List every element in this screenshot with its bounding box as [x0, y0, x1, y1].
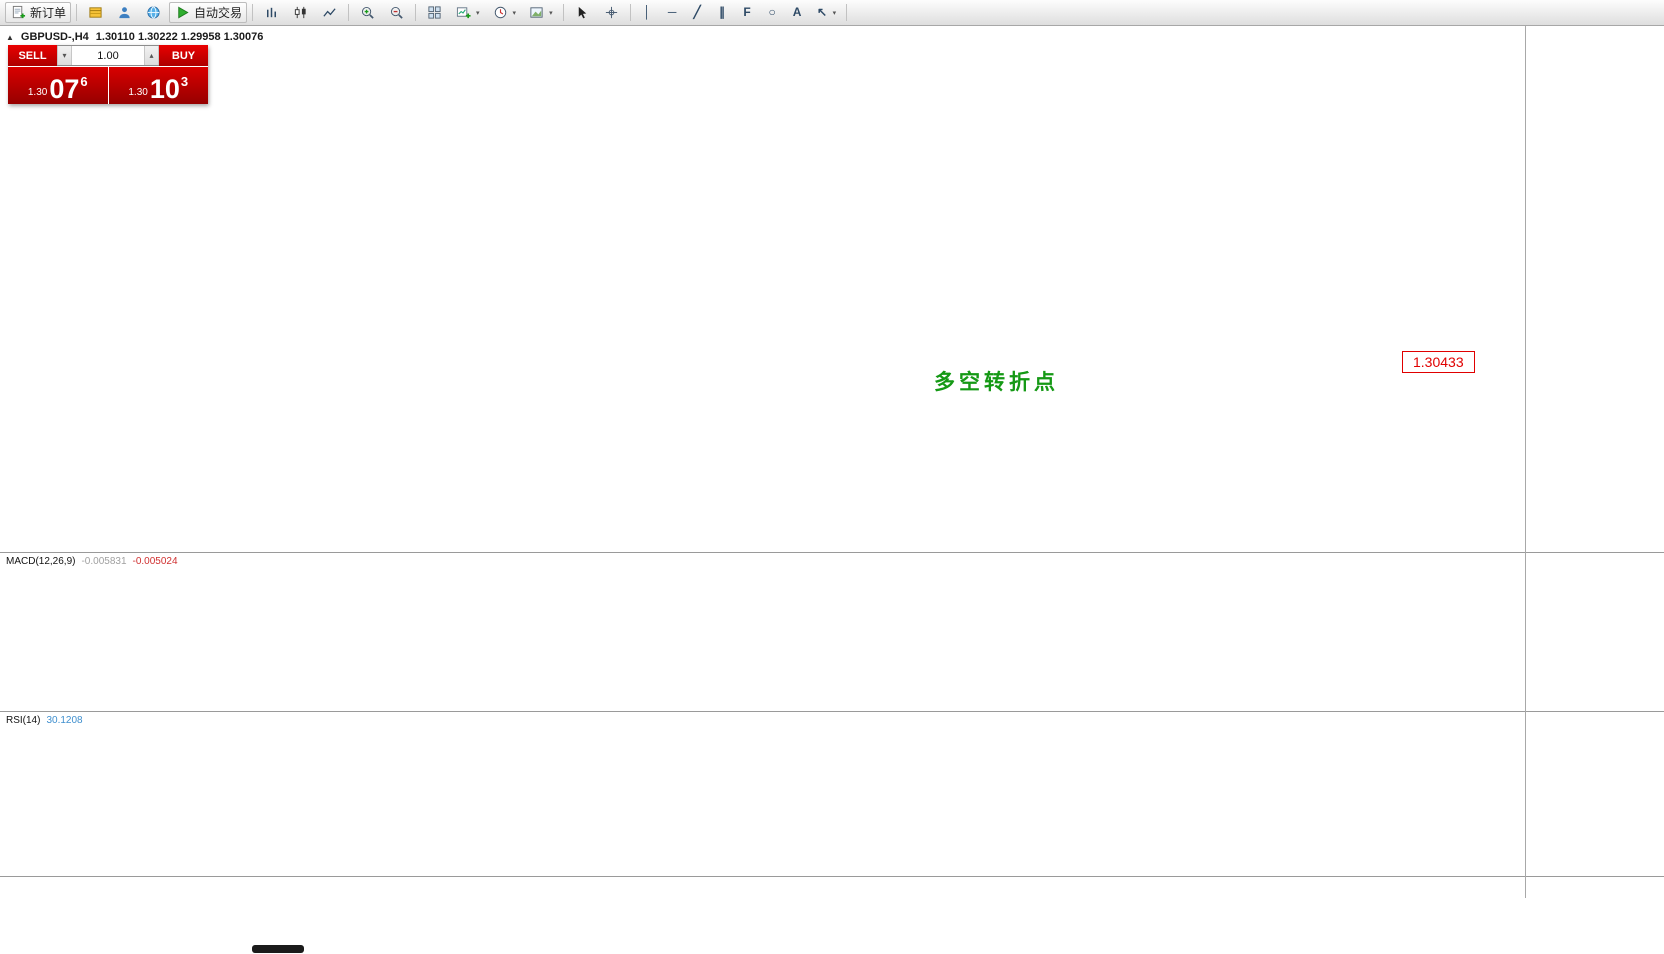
channel-icon: ∥	[719, 5, 726, 19]
toolbar-separator	[629, 4, 631, 21]
buy-price-prefix: 1.30	[128, 87, 148, 98]
periods-button[interactable]: ▾	[487, 2, 522, 23]
buy-button[interactable]: BUY	[159, 45, 208, 66]
line-chart-button[interactable]	[316, 2, 343, 23]
bar-chart-icon	[263, 4, 280, 21]
volume-increase-button[interactable]: ▴	[144, 46, 159, 65]
cursor-icon	[574, 4, 591, 21]
symbol-period-label: GBPUSD-,H4	[20, 31, 89, 43]
dropdown-arrow-icon[interactable]: ▾	[476, 9, 480, 17]
panel-separator-rsi[interactable]	[0, 711, 1664, 712]
trendline-button[interactable]: ╱	[686, 2, 709, 23]
macd-signal-value: -0.005024	[132, 556, 178, 567]
ohlc-label: 1.30110 1.30222 1.29958 1.30076	[95, 31, 264, 43]
volume-input[interactable]: 1.00	[97, 49, 119, 62]
tile-windows-button[interactable]	[421, 2, 448, 23]
tile-icon	[426, 4, 443, 21]
symbol-marker-icon: ▲	[6, 32, 14, 42]
toolbar: 新订单 自动交易 ▾ ▾ ▾ │ ─ ╱ ∥ F ○ A ↖ ▾	[0, 0, 1664, 26]
chart-title: ▲ GBPUSD-,H4 1.30110 1.30222 1.29958 1.3…	[6, 31, 263, 43]
horizontal-line-icon: ─	[667, 5, 677, 19]
candles-icon	[292, 4, 309, 21]
rsi-value: 30.1208	[46, 715, 83, 726]
toolbar-separator	[562, 4, 564, 21]
one-click-trading-panel: SELL ▾ 1.00 ▴ BUY 1.30 07 6 1.30 10 3	[8, 45, 208, 104]
fibonacci-button[interactable]: F	[736, 2, 759, 23]
zoom-out-icon	[388, 4, 405, 21]
autotrading-button-label: 自动交易	[194, 6, 243, 20]
price-axis-separator	[1525, 26, 1526, 898]
macd-label: MACD(12,26,9) -0.005831 -0.005024	[6, 556, 178, 567]
line-chart-icon	[321, 4, 338, 21]
toolbar-separator	[348, 4, 350, 21]
text-button[interactable]: A	[786, 2, 809, 23]
rsi-label: RSI(14) 30.1208	[6, 715, 83, 726]
sell-price-button[interactable]: 1.30 07 6	[8, 67, 108, 104]
chart-plus-icon	[455, 4, 472, 21]
price-callout-box[interactable]: 1.30433	[1402, 351, 1475, 373]
market-depth-button[interactable]	[82, 2, 109, 23]
new-chart-button[interactable]: ▾	[450, 2, 485, 23]
arrows-icon: ↖	[817, 5, 828, 19]
mql5-website-button[interactable]	[140, 2, 167, 23]
vertical-line-icon: │	[643, 5, 651, 19]
volume-decrease-button[interactable]: ▾	[57, 46, 72, 65]
autotrading-button[interactable]: 自动交易	[169, 2, 248, 23]
macd-title: MACD(12,26,9)	[6, 556, 76, 567]
globe-icon	[145, 4, 162, 21]
cursor-button[interactable]	[569, 2, 596, 23]
play-icon	[174, 4, 191, 21]
crosshair-icon	[603, 4, 620, 21]
zoom-out-button[interactable]	[383, 2, 410, 23]
time-axis-separator	[0, 876, 1664, 877]
dropdown-arrow-icon[interactable]: ▾	[512, 9, 517, 17]
shapes-icon: ○	[768, 5, 776, 19]
community-button[interactable]	[111, 2, 138, 23]
horizontal-line-button[interactable]: ─	[661, 2, 684, 23]
sell-button[interactable]: SELL	[8, 45, 57, 66]
sell-price-prefix: 1.30	[27, 87, 48, 98]
macd-value: -0.005831	[81, 556, 127, 567]
buy-price-button[interactable]: 1.30 10 3	[108, 67, 208, 104]
zoom-in-icon	[359, 4, 376, 21]
panel-separator-macd[interactable]	[0, 552, 1664, 553]
turning-point-annotation[interactable]: 多空转折点	[934, 371, 1059, 394]
trendline-icon: ╱	[693, 5, 701, 19]
toolbar-separator	[415, 4, 417, 21]
shapes-button[interactable]: ○	[761, 2, 784, 23]
crosshair-button[interactable]	[598, 2, 625, 23]
toolbar-separator	[846, 4, 848, 21]
rsi-title: RSI(14)	[6, 715, 41, 726]
channel-button[interactable]: ∥	[711, 2, 734, 23]
bottom-scroll-thumb[interactable]	[252, 945, 304, 953]
toolbar-separator	[76, 4, 78, 21]
sell-price-main: 07	[49, 74, 80, 104]
buy-price-pip: 3	[180, 74, 189, 89]
fibonacci-icon: F	[743, 5, 751, 19]
toolbar-separator	[252, 4, 254, 21]
template-icon	[528, 4, 545, 21]
text-icon: A	[792, 5, 802, 19]
buy-price-main: 10	[149, 74, 180, 104]
arrows-button[interactable]: ↖ ▾	[811, 2, 842, 23]
vertical-line-button[interactable]: │	[636, 2, 659, 23]
dropdown-arrow-icon[interactable]: ▾	[549, 9, 553, 17]
templates-button[interactable]: ▾	[523, 2, 558, 23]
person-icon	[116, 4, 133, 21]
bar-chart-button[interactable]	[258, 2, 285, 23]
candlestick-chart-button[interactable]	[287, 2, 314, 23]
sell-price-pip: 6	[80, 74, 88, 89]
dropdown-arrow-icon[interactable]: ▾	[832, 9, 837, 17]
new-order-button-label: 新订单	[30, 6, 67, 20]
zoom-in-button[interactable]	[354, 2, 381, 23]
page-plus-icon	[10, 4, 27, 21]
new-order-button[interactable]: 新订单	[5, 2, 72, 23]
cube-icon	[87, 4, 104, 21]
clock-icon	[492, 4, 509, 21]
